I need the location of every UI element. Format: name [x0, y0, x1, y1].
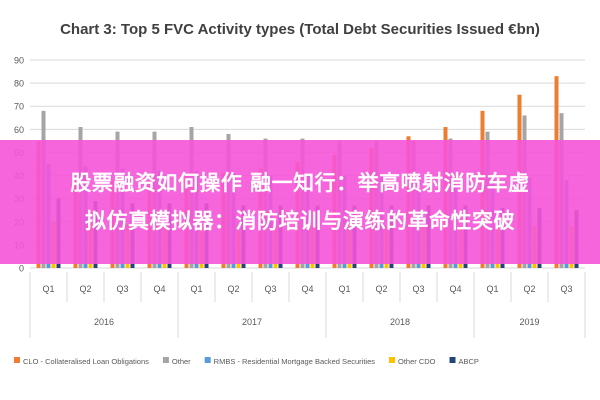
legend-label: RMBS - Residential Mortgage Backed Secur…	[214, 357, 376, 366]
year-label: 2017	[242, 317, 262, 327]
y-tick-label: 0	[19, 264, 24, 274]
x-tick-label: Q3	[560, 284, 572, 294]
legend-label: Other CDO	[398, 357, 436, 366]
x-tick-label: Q3	[116, 284, 128, 294]
year-label: 2016	[94, 317, 114, 327]
year-label: 2018	[390, 317, 410, 327]
chart-title: Chart 3: Top 5 FVC Activity types (Total…	[60, 21, 540, 38]
legend-swatch	[449, 357, 456, 363]
x-tick-label: Q3	[412, 284, 424, 294]
y-tick-label: 70	[14, 102, 24, 112]
y-tick-label: 80	[14, 79, 24, 89]
legend-swatch	[204, 357, 211, 363]
year-label: 2019	[519, 317, 539, 327]
promo-overlay-banner[interactable]: 股票融资如何操作 融一知行：举高喷射消防车虚 拟仿真模拟器：消防培训与演练的革命…	[0, 140, 600, 264]
x-tick-label: Q1	[338, 284, 350, 294]
legend-label: CLO - Collateralised Loan Obligations	[23, 357, 149, 366]
x-tick-label: Q2	[227, 284, 239, 294]
legend-swatch	[162, 357, 169, 363]
overlay-line-1: 股票融资如何操作 融一知行：举高喷射消防车虚	[70, 171, 530, 195]
x-tick-label: Q4	[153, 284, 165, 294]
y-tick-label: 90	[14, 56, 24, 66]
overlay-line-2: 拟仿真模拟器：消防培训与演练的革命性突破	[85, 209, 515, 233]
y-tick-label: 60	[14, 125, 24, 135]
x-tick-label: Q2	[523, 284, 535, 294]
x-tick-label: Q4	[449, 284, 461, 294]
x-tick-label: Q4	[301, 284, 313, 294]
x-tick-label: Q1	[190, 284, 202, 294]
x-tick-label: Q2	[375, 284, 387, 294]
legend-swatch	[389, 357, 395, 363]
x-tick-label: Q1	[42, 284, 54, 294]
x-tick-label: Q3	[264, 284, 276, 294]
x-tick-label: Q2	[79, 284, 91, 294]
x-tick-label: Q1	[486, 284, 498, 294]
legend-label: Other	[172, 357, 191, 366]
legend-swatch	[14, 357, 20, 363]
legend-label: ABCP	[459, 357, 479, 366]
